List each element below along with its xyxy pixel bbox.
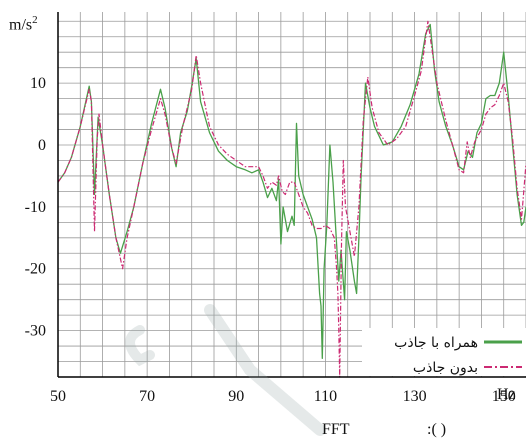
axes (57, 12, 526, 378)
tick-labels: 10 0 -10 -20 -30 50 70 90 110 130 150 (25, 75, 516, 405)
y-tick-label: 10 (30, 75, 46, 92)
figure-caption-right: :( ) (427, 421, 447, 438)
x-axis-unit: Hz (497, 386, 516, 403)
legend-label-with-absorber: همراه با جاذب (394, 335, 478, 351)
y-tick-label: 0 (38, 137, 46, 154)
legend-label-without-absorber: بدون جاذب (413, 360, 478, 376)
y-tick-label: -30 (25, 323, 46, 340)
figure-caption-left: FFT (322, 421, 350, 438)
grid (57, 12, 526, 377)
y-axis-unit-text: m/s (9, 16, 33, 34)
y-tick-label: -20 (25, 261, 46, 278)
x-tick-label: 70 (139, 388, 155, 405)
x-tick-label: 110 (314, 388, 337, 405)
series-line-without-absorber (57, 20, 526, 378)
legend: همراه با جاذب بدون جاذب (362, 328, 526, 376)
y-tick-label: -10 (25, 199, 46, 216)
x-tick-label: 90 (228, 388, 244, 405)
legend-box (362, 328, 526, 376)
x-tick-label: 150 (492, 388, 516, 405)
series-layer (57, 20, 526, 378)
x-tick-label: 50 (50, 388, 66, 405)
y-axis-unit-exponent: 2 (32, 14, 38, 26)
series-line-with-absorber (57, 23, 526, 360)
x-tick-label: 130 (403, 388, 427, 405)
y-axis-unit: m/s2 (9, 14, 38, 34)
